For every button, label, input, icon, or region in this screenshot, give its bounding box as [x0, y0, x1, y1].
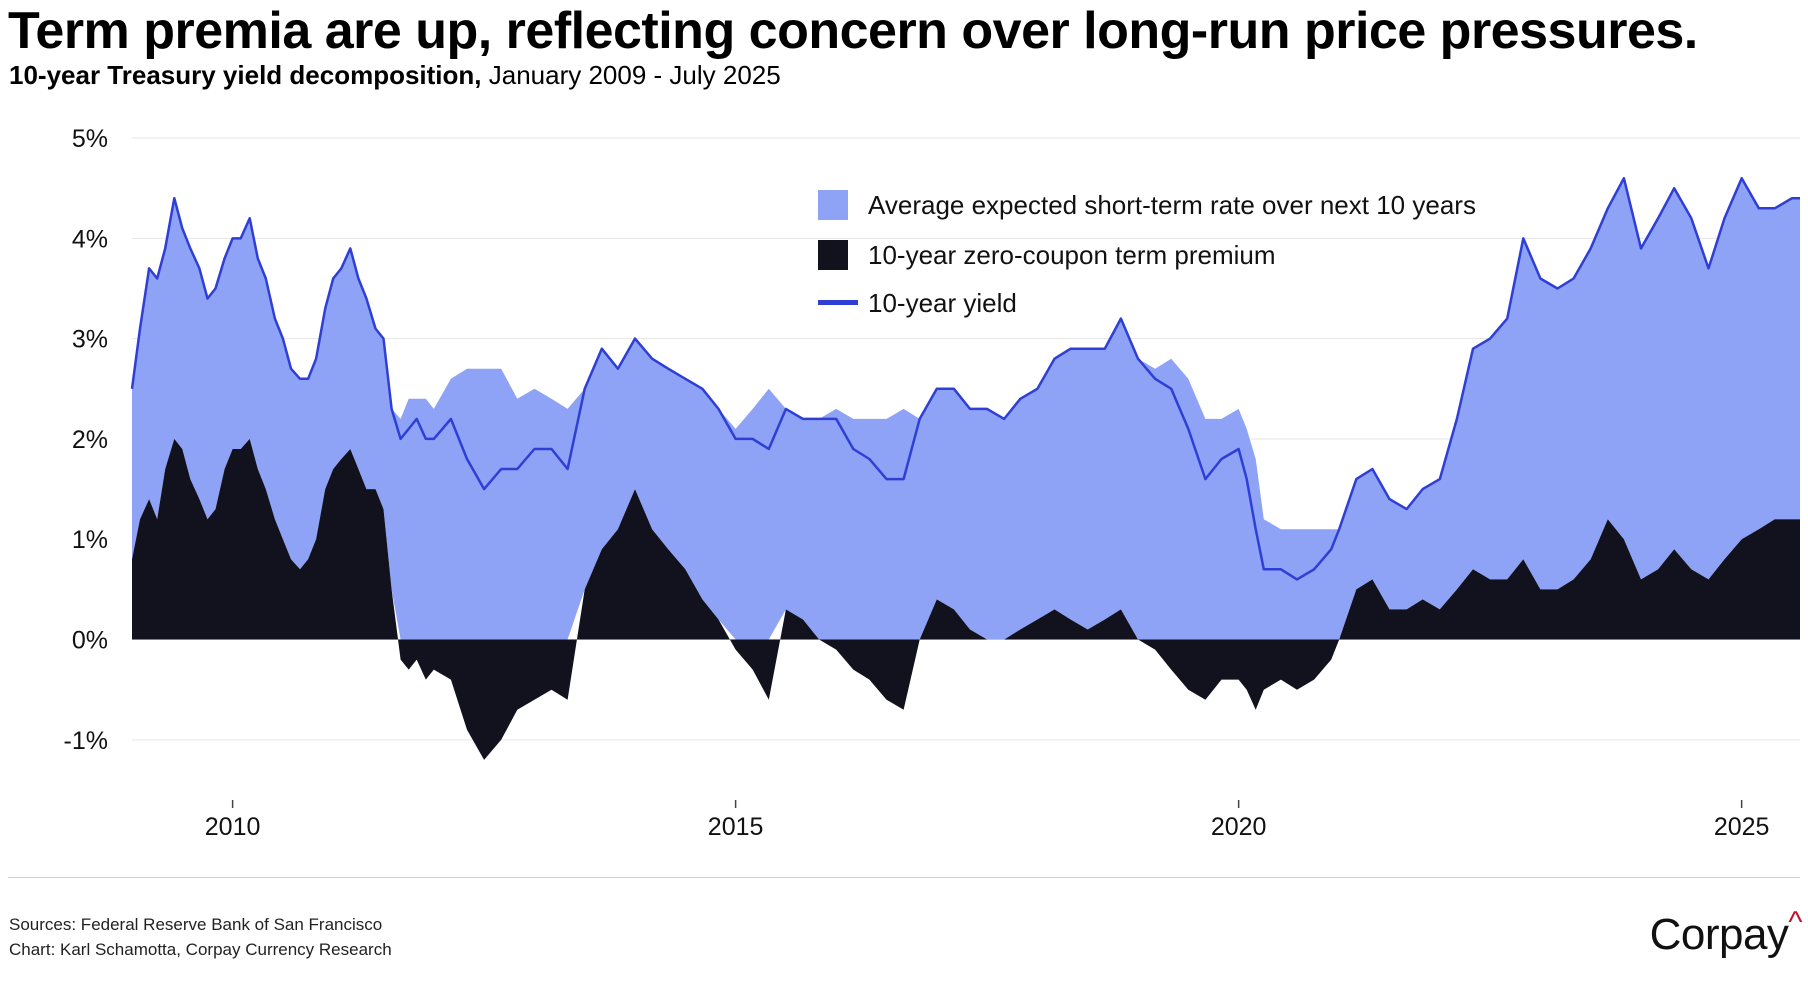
y-tick-label: 2%: [72, 426, 108, 454]
x-tick-label: 2010: [205, 813, 261, 841]
legend-label-premium: 10-year zero-coupon term premium: [868, 240, 1276, 270]
y-tick-label: -1%: [64, 727, 108, 755]
footer-divider: [8, 877, 1800, 878]
chart-subtitle: 10-year Treasury yield decomposition, Ja…: [9, 60, 781, 91]
yield-decomposition-chart: 5% 4% 3% 2% 1% 0% -1% 2010 2015 2020 2025 Average …: [64, 125, 1800, 841]
corpay-logo: Corpay^: [1649, 906, 1803, 960]
legend-label-expected: Average expected short-term rate over ne…: [868, 190, 1476, 220]
legend-label-yield: 10-year yield: [868, 288, 1017, 318]
term-premium-area: [132, 438, 1800, 760]
logo-caret-icon: ^: [1788, 906, 1802, 939]
y-tick-label: 5%: [72, 125, 108, 153]
line-layer: [130, 176, 1800, 581]
chart-title: Term premia are up, reflecting concern o…: [8, 2, 1698, 60]
chart-credit: Chart: Karl Schamotta, Corpay Currency R…: [9, 940, 392, 959]
area-layer: [132, 178, 1800, 760]
y-tick-label: 0%: [72, 627, 108, 655]
expected-rate-area: [132, 178, 1800, 640]
legend-swatch-yield: [818, 300, 858, 305]
legend: Average expected short-term rate over ne…: [818, 190, 1476, 318]
subtitle-strong: 10-year Treasury yield decomposition,: [9, 60, 482, 90]
y-tick-label: 3%: [72, 326, 108, 354]
axis-labels: 5% 4% 3% 2% 1% 0% -1% 2010 2015 2020 2025: [64, 125, 1770, 841]
x-tick-label: 2025: [1714, 813, 1770, 841]
y-tick-label: 4%: [72, 225, 108, 253]
legend-swatch-expected: [818, 190, 848, 220]
source-note: Sources: Federal Reserve Bank of San Fra…: [9, 915, 383, 934]
subtitle-date-range: January 2009 - July 2025: [481, 60, 781, 90]
logo-wordmark: Corpay: [1649, 910, 1789, 959]
legend-swatch-premium: [818, 240, 848, 270]
y-tick-label: 1%: [72, 526, 108, 554]
ten-year-yield-line: [130, 176, 1800, 581]
x-tick-label: 2020: [1211, 813, 1267, 841]
x-tick-label: 2015: [708, 813, 764, 841]
